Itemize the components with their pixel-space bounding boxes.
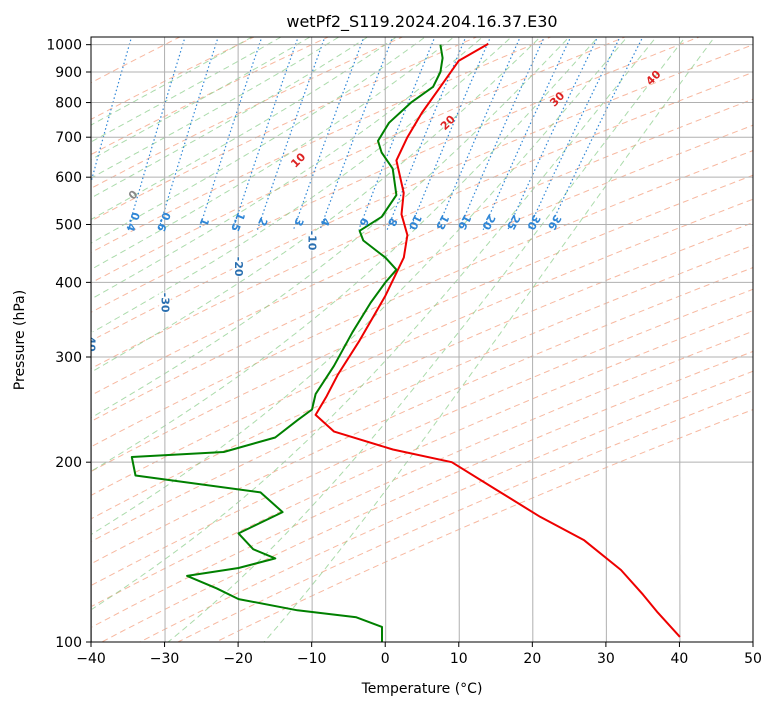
y-tick-label: 200 xyxy=(55,455,82,471)
x-tick-label: −40 xyxy=(76,651,106,667)
moist-adiabat-line xyxy=(91,37,541,373)
moist-adiabat-line xyxy=(91,37,599,472)
isotherm-label-bg xyxy=(232,256,245,277)
dry-adiabat-line xyxy=(91,222,753,520)
x-tick-label: −30 xyxy=(150,651,180,667)
mixing-ratio-line xyxy=(386,37,467,230)
mixing-ratio-line xyxy=(158,37,219,230)
isotherm-label: -10 xyxy=(305,231,318,251)
moist-adiabat-line xyxy=(263,37,716,642)
dry-adiabat-line xyxy=(91,174,753,473)
mixing-ratio-line xyxy=(527,37,621,230)
x-tick-label: 0 xyxy=(381,651,390,667)
mixing-ratio-label: 10 xyxy=(406,212,425,232)
moist-adiabat-line xyxy=(91,37,628,536)
mixing-ratio-lines xyxy=(91,37,644,230)
dry-adiabat-line xyxy=(91,124,753,422)
mixing-ratio-label: 0.1 xyxy=(27,210,45,233)
mixing-ratio-label: 1 xyxy=(197,216,212,228)
x-tick-label: 50 xyxy=(744,651,762,667)
x-tick-label: 20 xyxy=(523,651,541,667)
mixing-ratio-label: 13 xyxy=(433,212,452,232)
mixing-ratio-line xyxy=(358,37,436,230)
y-tick-label: 400 xyxy=(55,275,82,291)
dry-adiabat-line xyxy=(91,71,753,370)
chart-title: wetPf2_S119.2024.204.16.37.E30 xyxy=(286,12,557,32)
y-tick-label: 100 xyxy=(55,635,82,651)
mixing-ratio-label: 16 xyxy=(455,212,474,232)
plot-frame xyxy=(90,36,754,643)
moist-adiabat-line xyxy=(91,37,513,334)
moist-adiabat-line xyxy=(91,37,657,611)
isotherm-line xyxy=(678,37,681,642)
dewpoint-profile-line xyxy=(130,44,444,642)
isotherm-label: -20 xyxy=(232,257,245,277)
dry-adiabat-line xyxy=(91,267,753,565)
isotherm-line xyxy=(458,37,460,642)
y-tick-label: 500 xyxy=(55,217,82,233)
plot-area xyxy=(91,37,753,642)
isotherm-label-bg xyxy=(305,230,318,251)
moist-adiabat-line xyxy=(91,37,369,199)
x-tick-label: 40 xyxy=(671,651,689,667)
isotherm-line xyxy=(531,37,534,642)
x-tick-label: 30 xyxy=(597,651,615,667)
y-axis-label: Pressure (hPa) xyxy=(12,290,28,390)
isotherm-line xyxy=(384,37,387,642)
y-tick-label: 700 xyxy=(55,130,82,146)
mixing-ratio-line xyxy=(458,37,545,230)
profile-series xyxy=(130,43,681,642)
moist-adiabat-line xyxy=(91,37,484,300)
mixing-ratio-label: 0.4 xyxy=(123,210,142,233)
dry-adiabat-line xyxy=(91,37,404,189)
x-tick-label: −20 xyxy=(223,651,253,667)
x-tick-label: −10 xyxy=(297,651,327,667)
y-tick-label: 600 xyxy=(55,170,82,186)
isotherm-line xyxy=(237,37,240,642)
moist-adiabat-line xyxy=(167,37,687,642)
dry-adiabat-line xyxy=(91,330,753,628)
isotherm-line xyxy=(311,37,313,642)
x-axis-label: Temperature (°C) xyxy=(361,681,483,697)
moist-adiabat-line xyxy=(91,37,426,244)
dry-adiabat-line xyxy=(91,37,181,84)
dry-adiabat-line xyxy=(91,288,753,587)
moist-adiabat-line xyxy=(91,37,340,179)
moist-adiabat-line xyxy=(91,37,312,161)
y-tick-label: 800 xyxy=(55,96,82,112)
isotherm-label: -40 xyxy=(85,332,98,352)
y-tick-label: 300 xyxy=(55,350,82,366)
mixing-ratio-line xyxy=(232,37,299,230)
moist-adiabats xyxy=(91,37,716,642)
axis-ticks: −40 −30 −20 −10 0 10 20 30 40 50 1000 900 800 700 600 5… xyxy=(46,38,762,667)
y-tick-label: 1000 xyxy=(46,38,82,54)
temperature-profile-line xyxy=(314,43,681,638)
y-tick-label: 900 xyxy=(55,65,82,81)
mixing-ratio-line xyxy=(507,37,599,230)
x-tick-label: 10 xyxy=(450,651,468,667)
dry-adiabat-line xyxy=(91,37,552,254)
mixing-ratio-line xyxy=(127,37,186,230)
mixing-ratio-line xyxy=(198,37,263,230)
mixing-ratio-line xyxy=(436,37,521,230)
moist-adiabat-line xyxy=(91,37,398,221)
dry-adiabat-line xyxy=(91,37,478,222)
isotherm-label: -30 xyxy=(158,293,171,313)
isobar-gridlines xyxy=(91,44,753,642)
isotherm-line xyxy=(164,37,166,642)
dry-adiabat-line xyxy=(91,198,753,496)
dry-adiabat-line xyxy=(91,37,701,313)
moist-adiabat-line xyxy=(91,37,570,419)
mixing-ratio-line xyxy=(482,37,572,230)
dry-adiabat-line xyxy=(176,390,753,642)
isotherm-label-bg xyxy=(158,292,171,313)
isotherm-line xyxy=(605,37,607,642)
mixing-ratio-line xyxy=(91,37,133,185)
